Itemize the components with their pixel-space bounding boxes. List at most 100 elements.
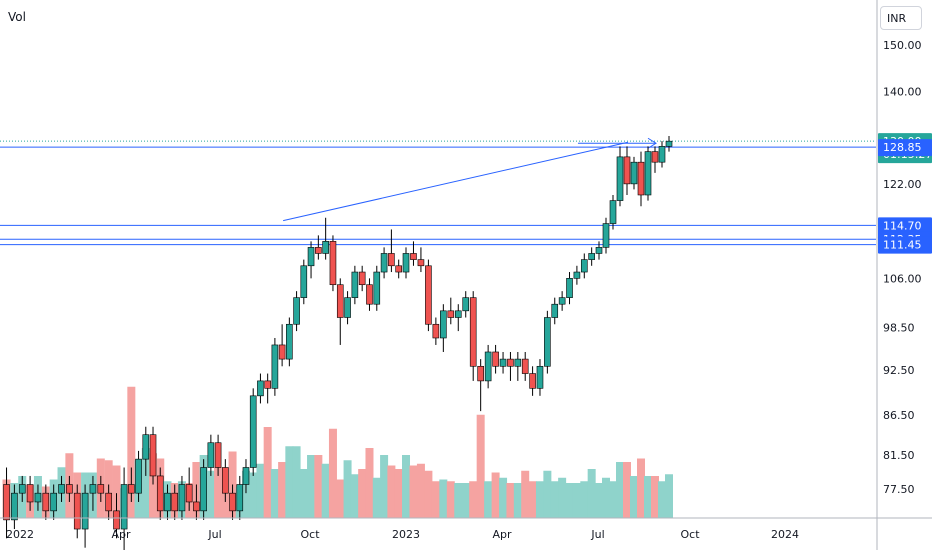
candle-body[interactable] xyxy=(257,380,264,397)
candle-body[interactable] xyxy=(336,284,344,318)
candle-body[interactable] xyxy=(73,492,81,530)
candle-body[interactable] xyxy=(351,271,359,298)
candle-body[interactable] xyxy=(644,151,652,196)
candle-body[interactable] xyxy=(142,434,150,460)
candle-body[interactable] xyxy=(410,253,417,260)
candle-body[interactable] xyxy=(120,484,128,530)
candle-body[interactable] xyxy=(242,467,250,485)
volume-bar xyxy=(206,470,215,518)
candle-body[interactable] xyxy=(358,271,366,286)
candle-body[interactable] xyxy=(609,200,617,224)
candle-body[interactable] xyxy=(514,358,522,367)
candle-body[interactable] xyxy=(58,484,65,494)
candle-body[interactable] xyxy=(558,297,566,305)
candle-body[interactable] xyxy=(462,297,470,312)
candle-body[interactable] xyxy=(469,297,477,367)
candle-body[interactable] xyxy=(454,310,462,318)
candle-body[interactable] xyxy=(529,373,536,389)
candle-body[interactable] xyxy=(66,484,73,494)
candle-body[interactable] xyxy=(402,253,410,273)
candle-body[interactable] xyxy=(658,146,666,163)
candle-body[interactable] xyxy=(580,259,588,273)
candle-body[interactable] xyxy=(18,484,26,494)
candle-body[interactable] xyxy=(149,434,157,477)
candle-body[interactable] xyxy=(484,351,492,382)
candle-body[interactable] xyxy=(477,365,484,382)
candle-body[interactable] xyxy=(200,467,207,512)
candle-body[interactable] xyxy=(373,271,381,305)
candle-body[interactable] xyxy=(214,442,222,468)
trend-line[interactable] xyxy=(283,141,629,222)
candle-body[interactable] xyxy=(105,492,112,512)
candle-body[interactable] xyxy=(293,297,300,325)
candle-body[interactable] xyxy=(207,442,215,468)
candle-body[interactable] xyxy=(566,278,573,298)
time-tick-label: Jul xyxy=(590,528,604,541)
candle-body[interactable] xyxy=(616,156,624,201)
candle-body[interactable] xyxy=(236,484,244,512)
candle-body[interactable] xyxy=(388,253,395,267)
candle-body[interactable] xyxy=(128,484,135,494)
candle-body[interactable] xyxy=(630,161,638,185)
time-tick-label: Apr xyxy=(492,528,512,541)
candle-body[interactable] xyxy=(521,358,529,374)
candle-body[interactable] xyxy=(507,358,514,367)
candle-body[interactable] xyxy=(432,323,440,339)
candle-body[interactable] xyxy=(440,310,447,339)
candle-body[interactable] xyxy=(588,253,595,260)
candle-body[interactable] xyxy=(395,265,402,273)
candle-body[interactable] xyxy=(229,492,236,512)
candle-body[interactable] xyxy=(380,253,388,273)
candle-body[interactable] xyxy=(171,492,179,512)
candle-body[interactable] xyxy=(50,492,57,512)
candle-body[interactable] xyxy=(499,358,507,367)
candle-body[interactable] xyxy=(551,303,559,318)
candle-body[interactable] xyxy=(278,344,286,360)
candle-body[interactable] xyxy=(156,475,164,512)
candle-body[interactable] xyxy=(178,484,186,512)
candle-body[interactable] xyxy=(89,484,97,494)
candle-body[interactable] xyxy=(34,492,42,503)
candle-body[interactable] xyxy=(97,484,105,494)
candle-body[interactable] xyxy=(286,323,293,360)
candle-body[interactable] xyxy=(300,265,308,298)
candle-body[interactable] xyxy=(113,510,120,530)
candle-body[interactable] xyxy=(344,297,351,318)
candle-body[interactable] xyxy=(135,458,142,494)
candle-body[interactable] xyxy=(249,395,257,468)
candle-body[interactable] xyxy=(264,380,271,389)
candle-body[interactable] xyxy=(492,351,499,367)
candle-body[interactable] xyxy=(3,484,10,521)
candle-body[interactable] xyxy=(595,247,603,254)
candle-body[interactable] xyxy=(623,156,631,185)
candle-body[interactable] xyxy=(417,259,425,267)
candle-body[interactable] xyxy=(164,492,171,512)
candle-body[interactable] xyxy=(665,140,673,147)
time-tick-label: Jul xyxy=(207,528,221,541)
candle-body[interactable] xyxy=(573,271,581,279)
candle-body[interactable] xyxy=(602,223,610,248)
candle-body[interactable] xyxy=(366,284,373,305)
candle-body[interactable] xyxy=(185,484,193,503)
candle-body[interactable] xyxy=(26,484,34,503)
candle-body[interactable] xyxy=(637,161,645,196)
candle-body[interactable] xyxy=(42,492,50,512)
candle-body[interactable] xyxy=(222,467,229,494)
candle-body[interactable] xyxy=(425,265,432,325)
candle-body[interactable] xyxy=(307,247,315,267)
candle-body[interactable] xyxy=(271,344,279,389)
candle-body[interactable] xyxy=(81,492,89,530)
candle-body[interactable] xyxy=(315,247,322,254)
candle-body[interactable] xyxy=(329,241,337,286)
candle-body[interactable] xyxy=(536,365,544,389)
volume-bar xyxy=(513,483,522,518)
candle-body[interactable] xyxy=(651,151,659,163)
candle-body[interactable] xyxy=(193,501,200,512)
candle-body[interactable] xyxy=(11,492,18,521)
currency-button[interactable]: INR xyxy=(880,6,922,30)
candle-body[interactable] xyxy=(322,241,329,254)
candle-body[interactable] xyxy=(447,310,455,318)
candle-body[interactable] xyxy=(544,317,551,367)
